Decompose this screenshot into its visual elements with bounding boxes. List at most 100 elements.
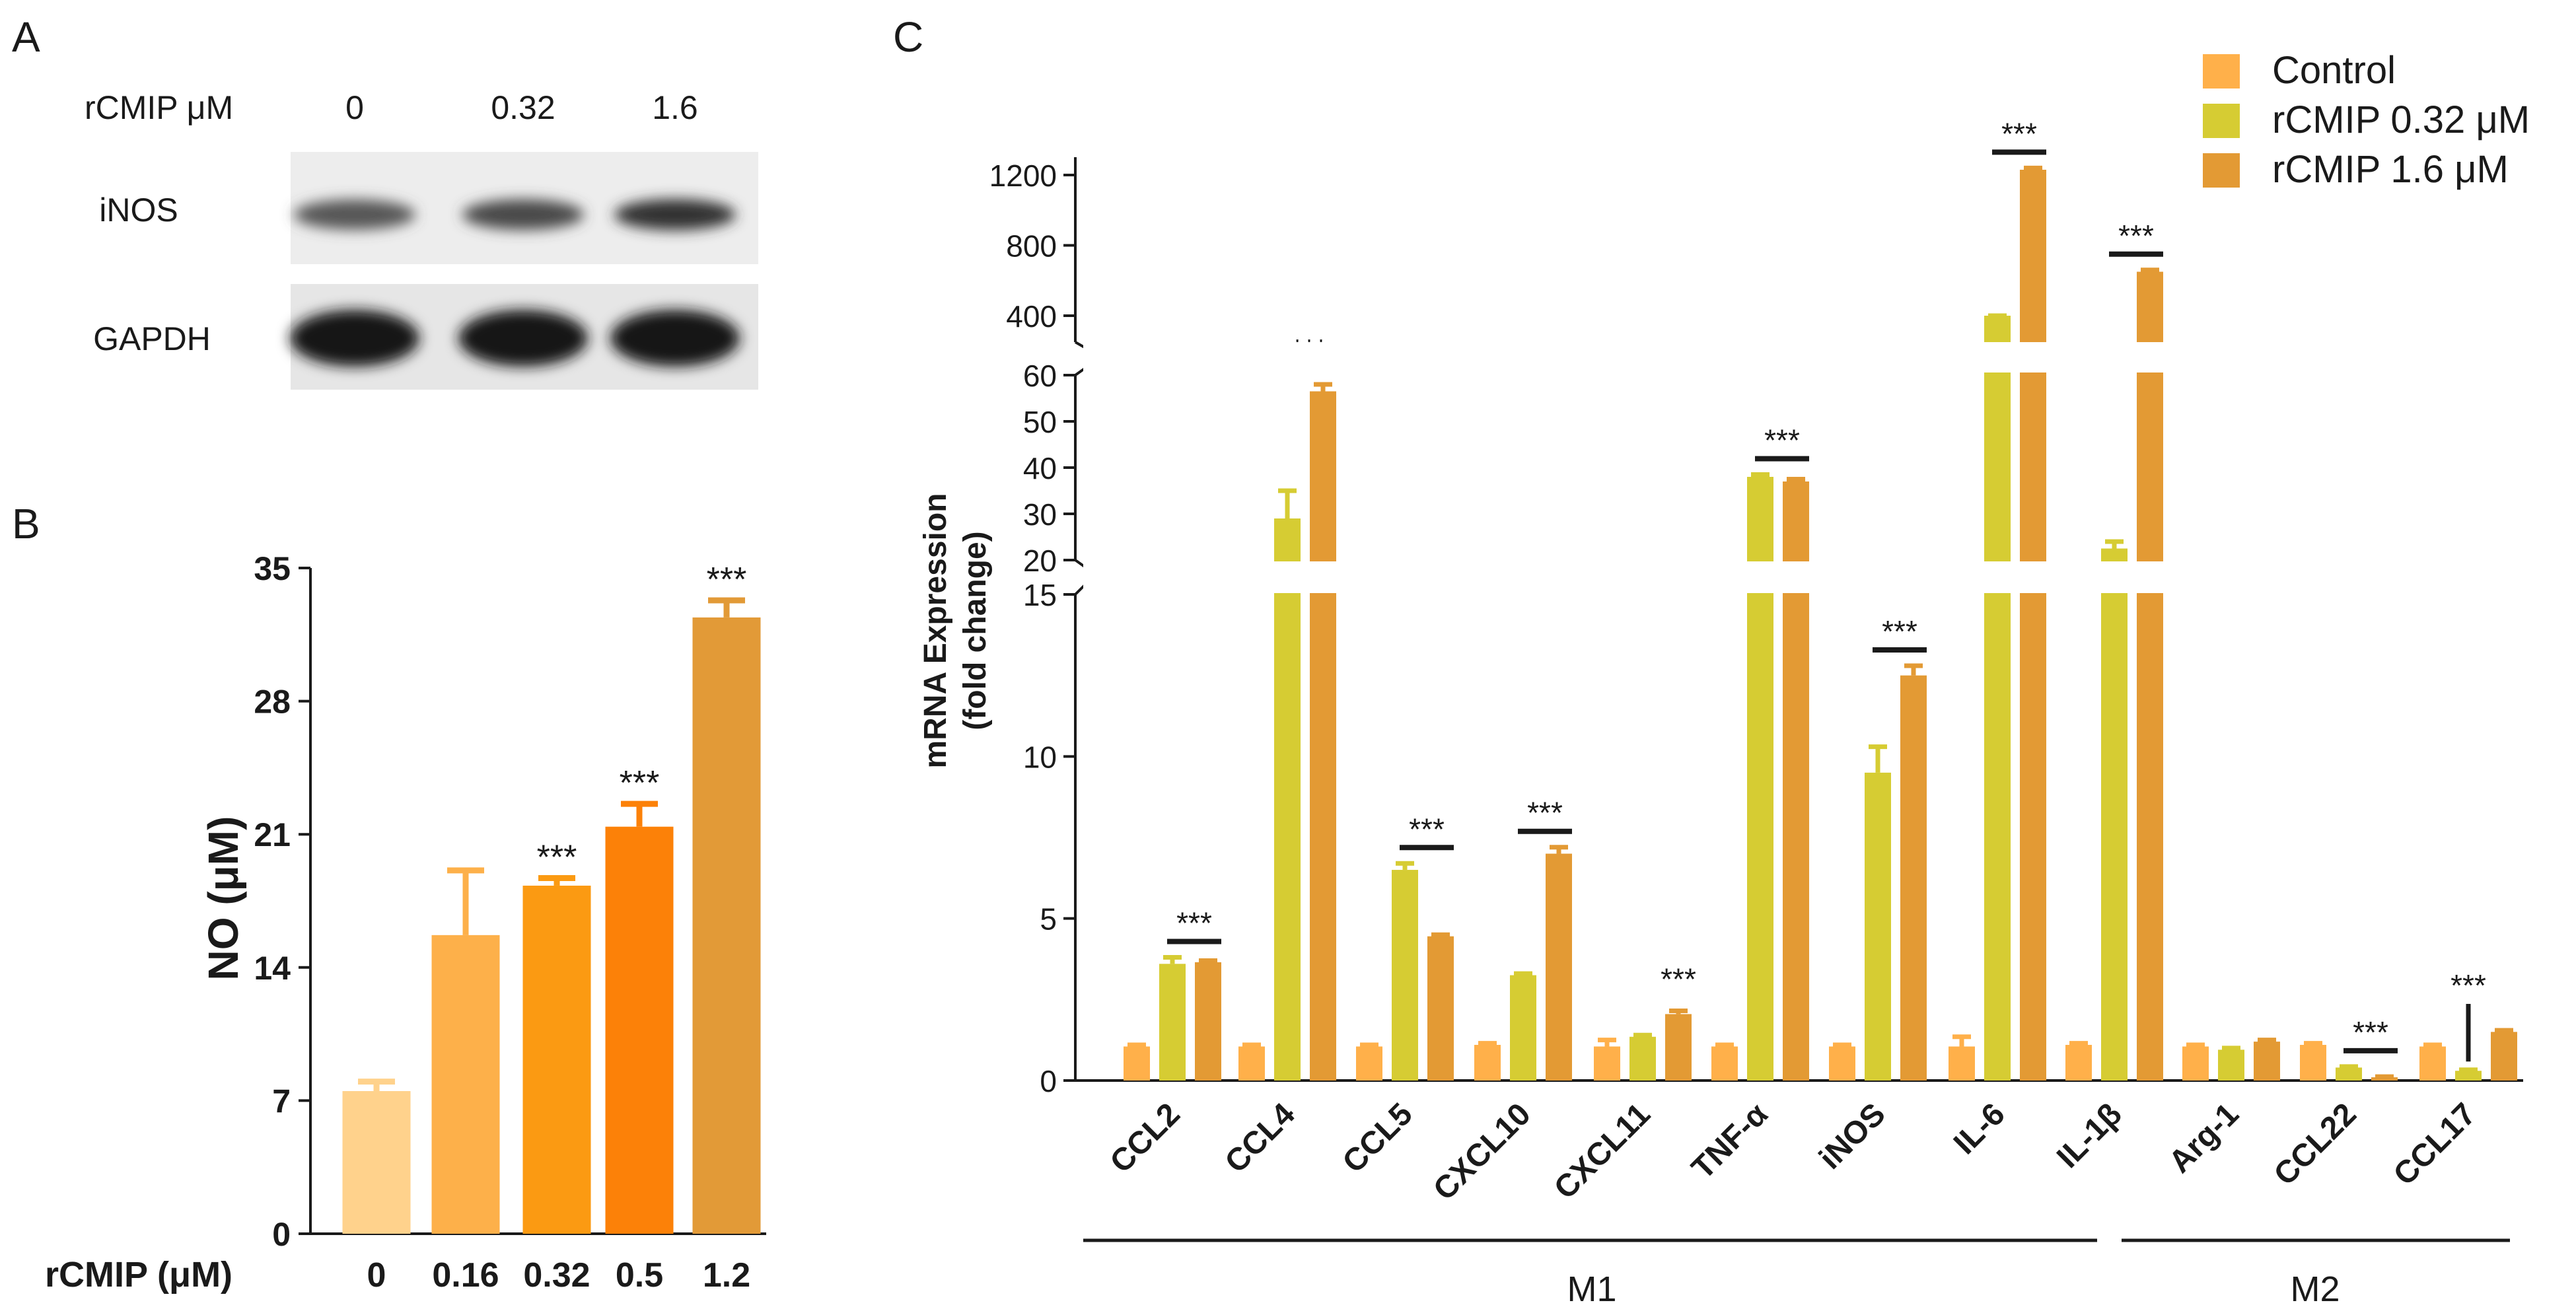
panel-a-dose-2: 1.6 <box>652 89 698 126</box>
x-tick-label: iNOS <box>1812 1096 1892 1176</box>
y-tick-label: 7 <box>272 1082 291 1119</box>
x-tick-label: IL-1β <box>2050 1096 2129 1175</box>
x-tick-label: CXCL10 <box>1427 1096 1538 1207</box>
blot-band <box>290 310 419 367</box>
x-tick-label: 0 <box>367 1256 386 1295</box>
panel-a-dose-0: 0 <box>345 89 364 126</box>
mrna-bar <box>1356 1046 1382 1081</box>
y-tick-label: 35 <box>254 550 291 587</box>
y-tick-label: 40 <box>1023 451 1057 485</box>
legend-swatch-control <box>2203 54 2240 89</box>
significance-label: *** <box>2118 219 2154 253</box>
mrna-bar <box>1629 1036 1656 1081</box>
x-tick-label: 0.16 <box>432 1256 499 1295</box>
mrna-bar <box>2455 1071 2482 1081</box>
panel-c-letter: C <box>893 13 923 61</box>
blot-band <box>610 310 740 367</box>
mrna-bar <box>1392 870 1418 1081</box>
y-tick-label: 50 <box>1023 405 1057 439</box>
significance-label: *** <box>1764 423 1800 458</box>
x-tick-label: CCL2 <box>1104 1096 1187 1180</box>
blot-band <box>614 199 736 231</box>
mrna-bar <box>2419 1046 2446 1081</box>
y-tick-label: 800 <box>1006 229 1057 264</box>
no-bar <box>605 826 674 1234</box>
no-bar <box>692 617 761 1234</box>
panel-c-ylabel: mRNA Expression <box>918 493 953 769</box>
axis-break-mark <box>1074 559 1086 568</box>
axis-break-mark <box>1074 367 1086 376</box>
mrna-bar <box>1238 1046 1265 1081</box>
significance-label: *** <box>2001 116 2037 151</box>
mrna-bar <box>1984 316 2011 1081</box>
western-blot-image <box>290 152 758 390</box>
x-tick-label: CCL17 <box>2387 1096 2483 1192</box>
mrna-bar <box>1665 1014 1692 1081</box>
significance-label: *** <box>1409 812 1445 846</box>
legend-label-r16: rCMIP 1.6 μM <box>2272 148 2509 191</box>
legend-label-r032: rCMIP 0.32 μM <box>2272 98 2530 141</box>
no-bar-chart: 0 7 14 21 28 35 0 0.16 *** 0.32 *** 0.5 *** 1.2 <box>254 550 766 1295</box>
x-tick-label: CCL4 <box>1219 1096 1302 1180</box>
panel-b-letter: B <box>12 500 40 548</box>
x-tick-label: TNF-α <box>1685 1096 1775 1186</box>
blot-label-inos: iNOS <box>99 192 178 229</box>
mrna-bar <box>2065 1045 2092 1081</box>
y-tick-label: 15 <box>1023 578 1057 612</box>
mrna-bar <box>1310 391 1336 1081</box>
x-tick-label: IL-6 <box>1947 1096 2012 1161</box>
significance-label: *** <box>1882 614 1917 649</box>
no-bar <box>431 935 500 1234</box>
panel-a-dose-label: rCMIP μM <box>85 89 233 126</box>
x-tick-label: 0.5 <box>616 1256 663 1295</box>
mrna-bar <box>2182 1046 2209 1081</box>
significance-label: *** <box>2353 1015 2388 1049</box>
legend-swatch-r032 <box>2203 104 2240 138</box>
blot-label-gapdh: GAPDH <box>93 320 211 357</box>
legend: Control rCMIP 0.32 μM rCMIP 1.6 μM <box>2203 49 2530 191</box>
panel-a-dose-1: 0.32 <box>491 89 555 126</box>
y-tick-label: 1200 <box>989 159 1057 193</box>
mrna-bar <box>1865 772 1891 1081</box>
panel-b-ylabel: NO (μM) <box>199 816 247 981</box>
group-label-m1: M1 <box>1567 1269 1616 1309</box>
panel-c-ylabel-2: (fold change) <box>958 531 993 730</box>
mrna-bar <box>1829 1046 1855 1081</box>
y-tick-label: 20 <box>1023 544 1057 578</box>
y-tick-label: 5 <box>1040 902 1057 937</box>
axis-break-mark <box>1075 341 1085 349</box>
x-tick-label: CXCL11 <box>1548 1096 1657 1206</box>
mrna-bar <box>1124 1046 1150 1081</box>
y-tick-label: 30 <box>1023 497 1057 532</box>
blot-band <box>462 199 584 231</box>
y-tick-label: 0 <box>1040 1064 1057 1098</box>
x-tick-label: CCL22 <box>2268 1096 2363 1192</box>
mrna-bar <box>1510 975 1536 1081</box>
mrna-bar <box>1427 936 1454 1081</box>
panel-a-letter: A <box>12 13 40 61</box>
mrna-bar <box>1594 1046 1620 1081</box>
no-bar <box>342 1091 411 1234</box>
mrna-bar <box>2300 1045 2326 1081</box>
x-tick-label: 0.32 <box>523 1256 590 1295</box>
y-tick-label: 60 <box>1023 359 1057 393</box>
mrna-bar <box>1546 853 1572 1081</box>
y-tick-label: 21 <box>254 816 291 853</box>
panel-b-xlabel: rCMIP (μM) <box>45 1255 233 1295</box>
y-tick-label: 28 <box>254 684 291 721</box>
mrna-bar <box>2020 170 2046 1081</box>
mrna-bar <box>2137 271 2163 1081</box>
axis-break-gap <box>1083 561 2523 593</box>
y-tick-label: 0 <box>272 1216 291 1253</box>
mrna-bar <box>1474 1045 1501 1081</box>
mrna-bar <box>2218 1049 2244 1081</box>
significance-label: *** <box>1176 906 1212 940</box>
significance-label: *** <box>2451 968 2486 1003</box>
x-tick-label: 1.2 <box>703 1256 750 1295</box>
mrna-bar <box>1900 675 1927 1081</box>
mrna-bar <box>2101 548 2128 1081</box>
group-label-m2: M2 <box>2290 1269 2340 1309</box>
y-tick-label: 400 <box>1006 299 1057 334</box>
